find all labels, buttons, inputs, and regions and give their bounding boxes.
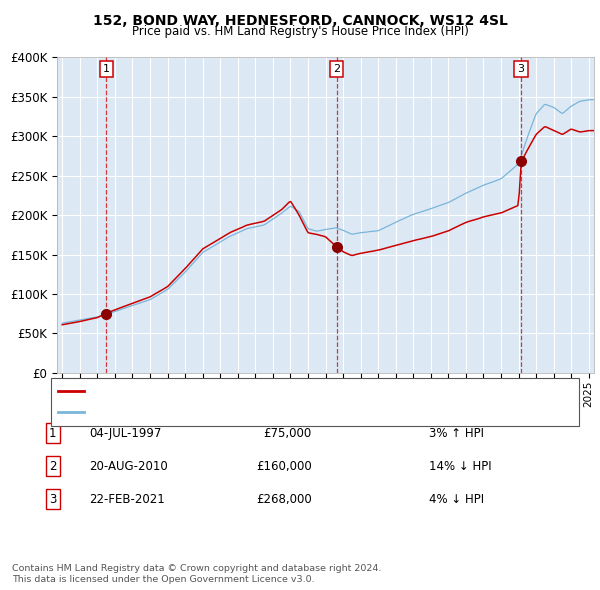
Text: 04-JUL-1997: 04-JUL-1997 [89, 427, 161, 440]
Text: This data is licensed under the Open Government Licence v3.0.: This data is licensed under the Open Gov… [12, 575, 314, 584]
Text: 152, BOND WAY, HEDNESFORD, CANNOCK, WS12 4SL (detached house): 152, BOND WAY, HEDNESFORD, CANNOCK, WS12… [88, 386, 463, 396]
Text: 3: 3 [49, 493, 56, 506]
Text: 3: 3 [518, 64, 524, 74]
Text: 1: 1 [49, 427, 56, 440]
Text: 4% ↓ HPI: 4% ↓ HPI [429, 493, 484, 506]
Text: £160,000: £160,000 [256, 460, 312, 473]
Text: HPI: Average price, detached house, Cannock Chase: HPI: Average price, detached house, Cann… [88, 408, 362, 418]
Text: £75,000: £75,000 [264, 427, 312, 440]
Text: £268,000: £268,000 [256, 493, 312, 506]
Text: 20-AUG-2010: 20-AUG-2010 [89, 460, 167, 473]
Text: 152, BOND WAY, HEDNESFORD, CANNOCK, WS12 4SL: 152, BOND WAY, HEDNESFORD, CANNOCK, WS12… [92, 14, 508, 28]
Text: 3% ↑ HPI: 3% ↑ HPI [429, 427, 484, 440]
Text: 2: 2 [49, 460, 56, 473]
Text: 2: 2 [333, 64, 340, 74]
Text: 1: 1 [103, 64, 110, 74]
Text: 22-FEB-2021: 22-FEB-2021 [89, 493, 164, 506]
Text: Price paid vs. HM Land Registry's House Price Index (HPI): Price paid vs. HM Land Registry's House … [131, 25, 469, 38]
Text: 14% ↓ HPI: 14% ↓ HPI [429, 460, 491, 473]
Text: Contains HM Land Registry data © Crown copyright and database right 2024.: Contains HM Land Registry data © Crown c… [12, 565, 382, 573]
